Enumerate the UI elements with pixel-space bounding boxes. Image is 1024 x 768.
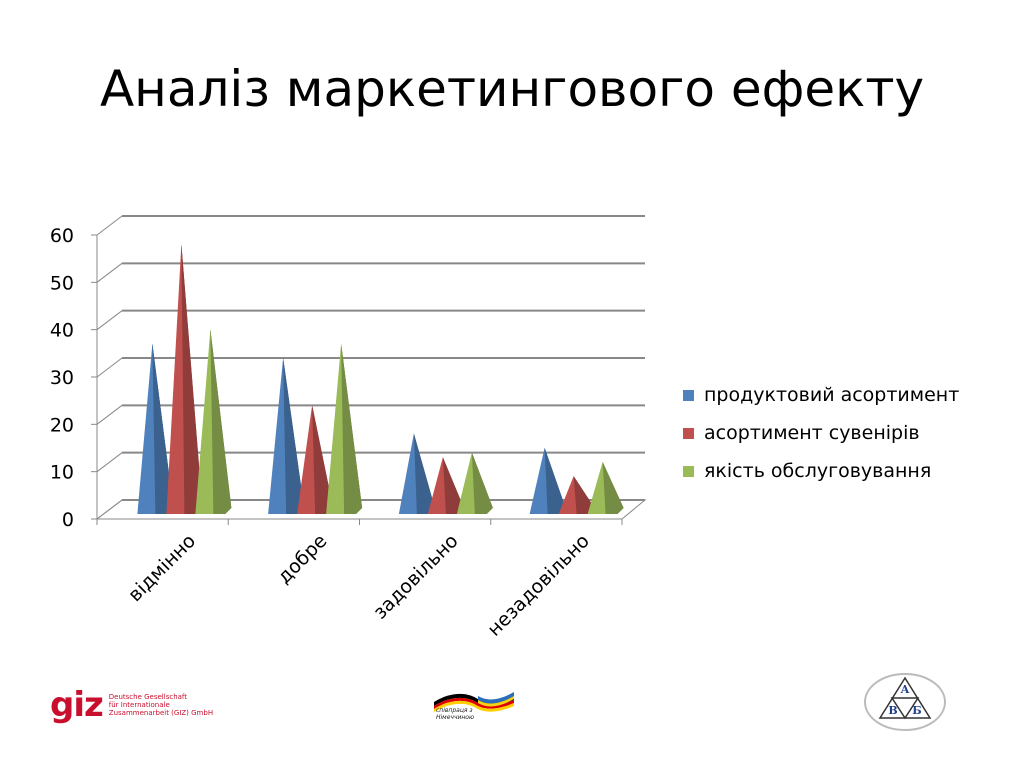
legend-label-1: асортимент сувенірів	[704, 422, 920, 444]
slide-title: Аналіз маркетингового ефекту	[99, 60, 925, 118]
y-tick-label-10: 10	[50, 462, 74, 484]
cone-facet-0-0	[152, 343, 174, 514]
avb-logo-mark: А В Б	[864, 673, 946, 731]
cone-facet-0-3	[544, 447, 566, 514]
y-tick-label-50: 50	[50, 272, 74, 294]
y-tick-label-60: 60	[50, 225, 74, 247]
cone-facet-1-3	[573, 476, 595, 514]
flag-wave-icon	[434, 692, 514, 712]
giz-logo-text: Deutsche Gesellschaft für Internationale…	[109, 693, 213, 717]
gridline-side-40	[96, 310, 123, 331]
y-tick-label-20: 20	[50, 414, 74, 436]
legend-item-1: асортимент сувенірів	[683, 414, 959, 452]
x-tick-label-1: добре	[273, 530, 331, 588]
gridline-side-10	[96, 452, 123, 473]
cooperation-logo-line-2: Німеччиною	[436, 714, 475, 721]
y-tick-label-30: 30	[50, 367, 74, 389]
cooperation-logo-line-1: співпраця з	[436, 707, 473, 714]
giz-logo-line-2: für Internationale	[108, 701, 170, 709]
legend-swatch-0	[683, 389, 694, 401]
gridline-side-30	[96, 357, 123, 378]
cooperation-logo-text: співпраця з Німеччиною	[436, 707, 474, 721]
gridline-side-0	[96, 499, 123, 520]
gridline-side-20	[96, 404, 123, 425]
gridline-side-60	[96, 215, 123, 236]
legend-label-2: якість обслуговування	[704, 460, 932, 482]
avb-logo-letter-b: Б	[912, 704, 921, 717]
avb-logo-letter-v: В	[888, 704, 897, 717]
x-tick-label-2: задовільно	[369, 530, 463, 624]
cone-facet-0-2	[413, 433, 435, 514]
giz-logo-line-1: Deutsche Gesellschaft	[108, 693, 188, 701]
giz-logo-line-3: Zusammenarbeit (GIZ) GmbH	[108, 709, 214, 717]
chart-legend: продуктовий асортимент асортимент сувені…	[683, 376, 959, 490]
cone-facet-1-2	[442, 457, 464, 514]
legend-label-0: продуктовий асортимент	[704, 384, 960, 406]
legend-item-0: продуктовий асортимент	[683, 376, 959, 414]
giz-logo-mark: giz	[50, 685, 104, 725]
cone-facet-0-1	[283, 357, 305, 514]
cone-facet-1-1	[312, 405, 334, 514]
avb-logo: А В Б	[862, 670, 948, 734]
legend-swatch-2	[683, 465, 694, 477]
avb-logo-letter-a: А	[901, 683, 910, 696]
legend-swatch-1	[683, 427, 694, 439]
y-tick-label-40: 40	[50, 320, 74, 342]
cone-facet-2-1	[341, 343, 363, 514]
gridline-side-50	[96, 262, 123, 283]
cone-facet-1-0	[181, 244, 203, 514]
legend-item-2: якість обслуговування	[683, 452, 959, 490]
giz-logo: giz Deutsche Gesellschaft für Internatio…	[50, 688, 213, 722]
cone-facet-2-0	[210, 329, 232, 514]
cone-facet-2-3	[602, 461, 624, 514]
x-tick-label-0: відмінно	[124, 530, 200, 606]
cooperation-germany-logo: співпраця з Німеччиною	[430, 688, 518, 728]
y-tick-label-0: 0	[62, 509, 74, 531]
x-tick-label-3: незадовільно	[483, 530, 594, 641]
cone-facet-2-2	[471, 452, 493, 514]
